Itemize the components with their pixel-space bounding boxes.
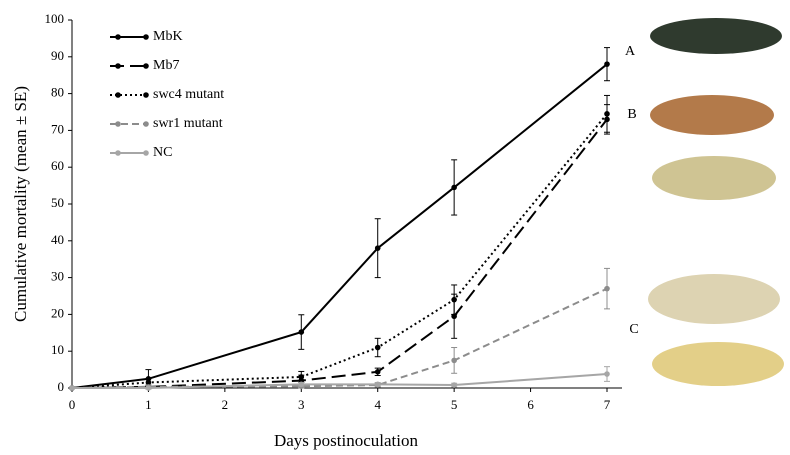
legend-label: swc4 mutant: [153, 87, 224, 102]
y-tick-label: 50: [51, 195, 64, 210]
point: [374, 381, 381, 388]
larva-dark: [650, 18, 782, 54]
larva-yellow: [652, 342, 784, 386]
x-axis-title: Days postinoculation: [274, 431, 419, 450]
larva-pale: [652, 156, 776, 200]
point: [298, 381, 305, 388]
legend-marker: [115, 92, 121, 98]
x-tick-label: 1: [145, 397, 152, 412]
group-letter: C: [629, 322, 638, 337]
legend-marker: [115, 150, 121, 156]
series-line: [71, 287, 608, 389]
legend-label: swr1 mutant: [153, 116, 223, 131]
point: [298, 329, 305, 335]
legend-marker: [143, 34, 149, 40]
y-tick-label: 10: [51, 342, 64, 357]
legend-marker: [143, 150, 149, 156]
legend-label: NC: [153, 145, 172, 160]
point: [374, 369, 381, 375]
point: [145, 379, 152, 386]
y-tick-label: 40: [51, 232, 64, 247]
point: [604, 61, 610, 67]
y-tick-label: 0: [58, 379, 65, 394]
legend-marker: [115, 63, 121, 69]
legend-marker: [143, 63, 149, 69]
series-line: [71, 113, 608, 389]
series-line: [72, 373, 608, 389]
larva-cream: [648, 274, 780, 324]
point: [451, 382, 457, 388]
legend-marker: [143, 92, 149, 98]
x-tick-label: 3: [298, 397, 305, 412]
point: [374, 245, 381, 251]
group-letter: B: [627, 107, 636, 122]
y-tick-label: 90: [51, 48, 64, 63]
y-axis-title: Cumulative mortality (mean ± SE): [11, 86, 30, 322]
legend-label: MbK: [153, 29, 183, 44]
x-tick-label: 6: [527, 397, 534, 412]
series-line: [71, 63, 608, 389]
group-letter: A: [625, 44, 636, 59]
x-tick-label: 0: [69, 397, 76, 412]
point: [298, 374, 305, 380]
x-tick-label: 2: [222, 397, 229, 412]
point: [604, 111, 610, 117]
larva-images: [648, 18, 784, 386]
x-tick-label: 5: [451, 397, 458, 412]
y-tick-label: 60: [51, 158, 64, 173]
point: [145, 385, 152, 391]
y-tick-label: 30: [51, 269, 64, 284]
y-tick-label: 100: [45, 11, 65, 26]
larva-brown: [650, 95, 774, 135]
x-tick-label: 4: [374, 397, 381, 412]
legend-marker: [143, 121, 149, 127]
point: [451, 357, 457, 364]
point: [69, 385, 75, 391]
point: [604, 371, 610, 377]
y-tick-label: 80: [51, 85, 64, 100]
point: [451, 184, 457, 191]
y-tick-label: 20: [51, 305, 64, 320]
y-tick-label: 70: [51, 121, 64, 136]
point: [451, 296, 457, 303]
legend-marker: [115, 121, 121, 127]
point: [604, 285, 610, 292]
legend-marker: [115, 34, 121, 40]
legend-label: Mb7: [153, 58, 179, 73]
x-tick-label: 7: [604, 397, 611, 412]
point: [374, 344, 381, 351]
